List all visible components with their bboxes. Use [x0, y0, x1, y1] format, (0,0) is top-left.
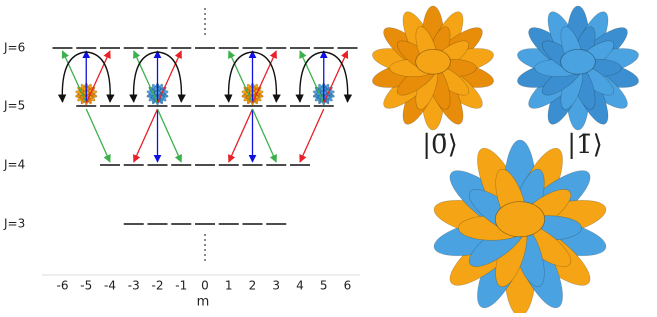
transition-arrow [229, 109, 253, 162]
m-tick-label: 1 [225, 279, 233, 293]
transition-arrow [158, 51, 182, 103]
level-label: J=5 [3, 99, 25, 113]
m-tick-label: -6 [57, 279, 69, 293]
transition-arrow [86, 109, 110, 162]
ket-label: |1̄⟩ [567, 130, 602, 160]
m-tick-label: 6 [344, 279, 352, 293]
orbital-core [495, 202, 544, 237]
orbital-image [370, 6, 496, 130]
transition-arrow [134, 109, 158, 162]
orbital-image [431, 140, 610, 313]
m-tick-label: 3 [272, 279, 280, 293]
transition-arrow [253, 51, 277, 103]
transition-arrow [63, 51, 87, 103]
m-tick-label: -2 [152, 279, 164, 293]
m-tick-label: -1 [175, 279, 187, 293]
orbital-core [416, 49, 451, 74]
m-tick-label: -4 [104, 279, 116, 293]
transition-arrow [324, 51, 348, 103]
transition-arrow [229, 51, 253, 103]
level-label: J=3 [3, 217, 25, 231]
figure: m |0̄⟩ |1̄⟩ J=6 J=5 J=4 J=3 -6 -5 -4 -3 -2 -1 0 1 2 3… [0, 0, 657, 313]
transition-arrow [300, 109, 324, 162]
transition-arrow [300, 51, 324, 103]
m-tick-label: 5 [320, 279, 328, 293]
level-label: J=4 [3, 158, 25, 172]
transition-arrow [253, 109, 277, 162]
m-tick-label: -3 [128, 279, 140, 293]
transition-arrow [86, 51, 110, 103]
m-tick-label: 2 [249, 279, 257, 293]
orbital-image [515, 6, 641, 130]
orbital-core [561, 49, 596, 74]
level-label: J=6 [3, 41, 25, 55]
m-tick-label: 4 [296, 279, 304, 293]
transition-arrow [158, 109, 182, 162]
transition-arrow [134, 51, 158, 103]
m-axis-label: m [197, 295, 210, 310]
m-tick-label: 0 [201, 279, 209, 293]
ket-label: |0̄⟩ [422, 130, 457, 160]
m-tick-label: -5 [80, 279, 92, 293]
